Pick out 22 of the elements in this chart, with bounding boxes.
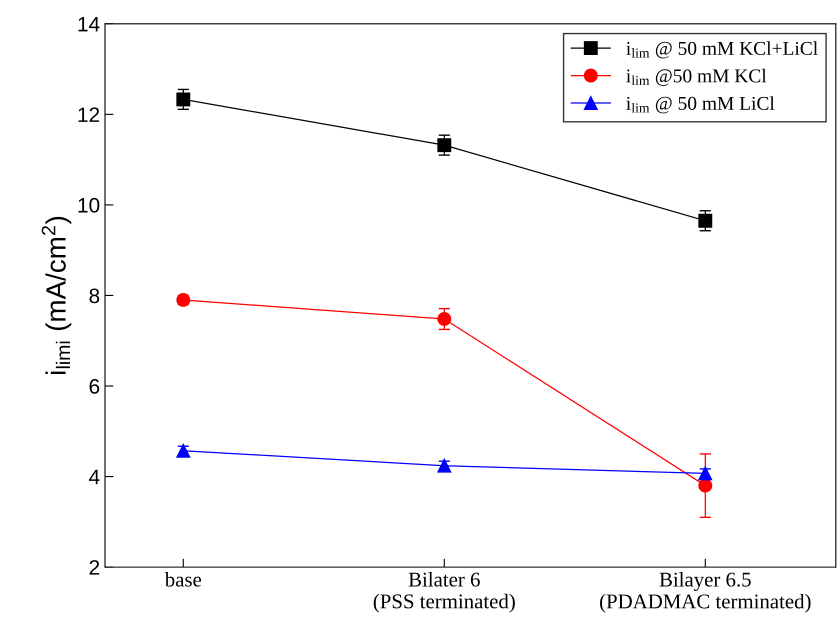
point xyxy=(698,466,712,480)
y-tick-label: 6 xyxy=(90,379,100,394)
point xyxy=(698,478,712,493)
x-tick-label: Bilater 6 (PSS terminated) xyxy=(374,572,515,613)
legend-label: i$_{lim}$ @50 mM KCl xyxy=(626,68,766,86)
x-tick-label: Bilayer 6.5 (PDADMAC terminated) xyxy=(600,572,811,613)
point xyxy=(176,444,190,458)
y-axis-title: i$_{limi}$ (mA/cm$^{2}$) xyxy=(42,216,72,374)
point xyxy=(698,214,712,228)
y-tick-label: 12 xyxy=(78,107,100,122)
point xyxy=(437,312,452,326)
y-tick-label: 2 xyxy=(90,560,100,575)
x-tick-label: base xyxy=(164,572,202,587)
y-tick-label: 4 xyxy=(89,470,100,484)
point xyxy=(176,92,190,106)
y-tick-label: 10 xyxy=(78,198,100,213)
y-tick-label: 8 xyxy=(89,288,100,304)
point xyxy=(437,138,452,152)
legend-label: i$_{lim}$ @ 50 mM LiCl xyxy=(626,96,774,114)
point xyxy=(437,458,452,473)
legend-label: i$_{lim}$ @ 50 mM KCl+LiCl xyxy=(626,41,818,58)
y-tick-label: 14 xyxy=(78,17,100,32)
